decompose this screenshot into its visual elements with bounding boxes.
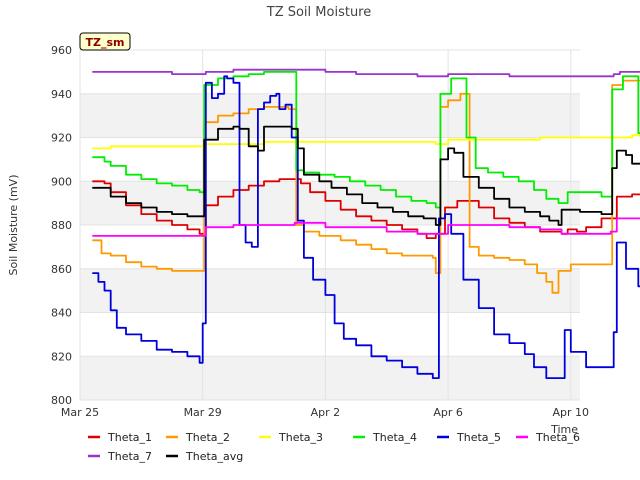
- legend-label: Theta_avg: [185, 450, 243, 463]
- y-tick-label: 840: [51, 307, 72, 320]
- legend-label: Theta_2: [185, 431, 230, 444]
- tz-badge-label: TZ_sm: [86, 36, 125, 49]
- series-line-theta-6: [92, 217, 640, 237]
- grid-band: [80, 93, 580, 138]
- legend-item: Theta_1: [88, 431, 152, 444]
- x-tick-label: Apr 2: [311, 406, 341, 419]
- legend-item: Theta_7: [88, 450, 152, 463]
- chart-title: TZ Soil Moisture: [266, 5, 372, 20]
- legend-item: Theta_6: [516, 431, 580, 444]
- legend-item: Theta_4: [353, 431, 417, 444]
- y-tick-label: 920: [51, 132, 72, 145]
- series-line-theta-3: [92, 134, 640, 150]
- x-tick-label: Mar 25: [61, 406, 99, 419]
- legend-label: Theta_6: [535, 431, 580, 444]
- y-tick-label: 820: [51, 350, 72, 363]
- series-layer: [92, 68, 640, 379]
- legend-label: Theta_4: [372, 431, 417, 444]
- legend-label: Theta_5: [456, 431, 501, 444]
- y-axis-label: Soil Moisture (mV): [7, 175, 20, 276]
- x-tick-label: Apr 6: [433, 406, 463, 419]
- x-tick-label: Mar 29: [184, 406, 222, 419]
- y-tick-label: 880: [51, 219, 72, 232]
- series-line-theta-5: [92, 75, 640, 379]
- legend-item: Theta_5: [437, 431, 501, 444]
- y-tick-label: 900: [51, 175, 72, 188]
- grid-band: [80, 356, 580, 400]
- grid-band: [80, 268, 580, 313]
- y-axis-ticks: 800 820 840 860 880 900 920 940 960: [51, 44, 72, 407]
- x-axis-label: Time: [550, 423, 578, 436]
- x-tick-label: Apr 10: [553, 406, 590, 419]
- series-line-theta-2: [92, 79, 640, 294]
- legend-label: Theta_3: [278, 431, 323, 444]
- legend-item: Theta_2: [166, 431, 230, 444]
- series-line-theta-7: [92, 68, 640, 78]
- legend: Theta_1 Theta_2 Theta_3 Theta_4 Theta_5 Theta…: [88, 431, 580, 463]
- grid-bands: [80, 93, 580, 400]
- series-line-theta-avg: [92, 125, 640, 226]
- tz-badge: TZ_sm: [79, 32, 131, 51]
- series-line-theta-1: [92, 178, 640, 239]
- legend-item: Theta_3: [259, 431, 323, 444]
- x-axis-ticks: Mar 25 Mar 29 Apr 2 Apr 6 Apr 10: [61, 406, 589, 419]
- legend-label: Theta_1: [107, 431, 152, 444]
- legend-item: Theta_avg: [166, 450, 243, 463]
- legend-label: Theta_7: [107, 450, 152, 463]
- y-tick-label: 940: [51, 88, 72, 101]
- y-tick-label: 860: [51, 263, 72, 276]
- series-line-theta-4: [92, 71, 640, 209]
- y-tick-label: 800: [51, 394, 72, 407]
- y-tick-label: 960: [51, 44, 72, 57]
